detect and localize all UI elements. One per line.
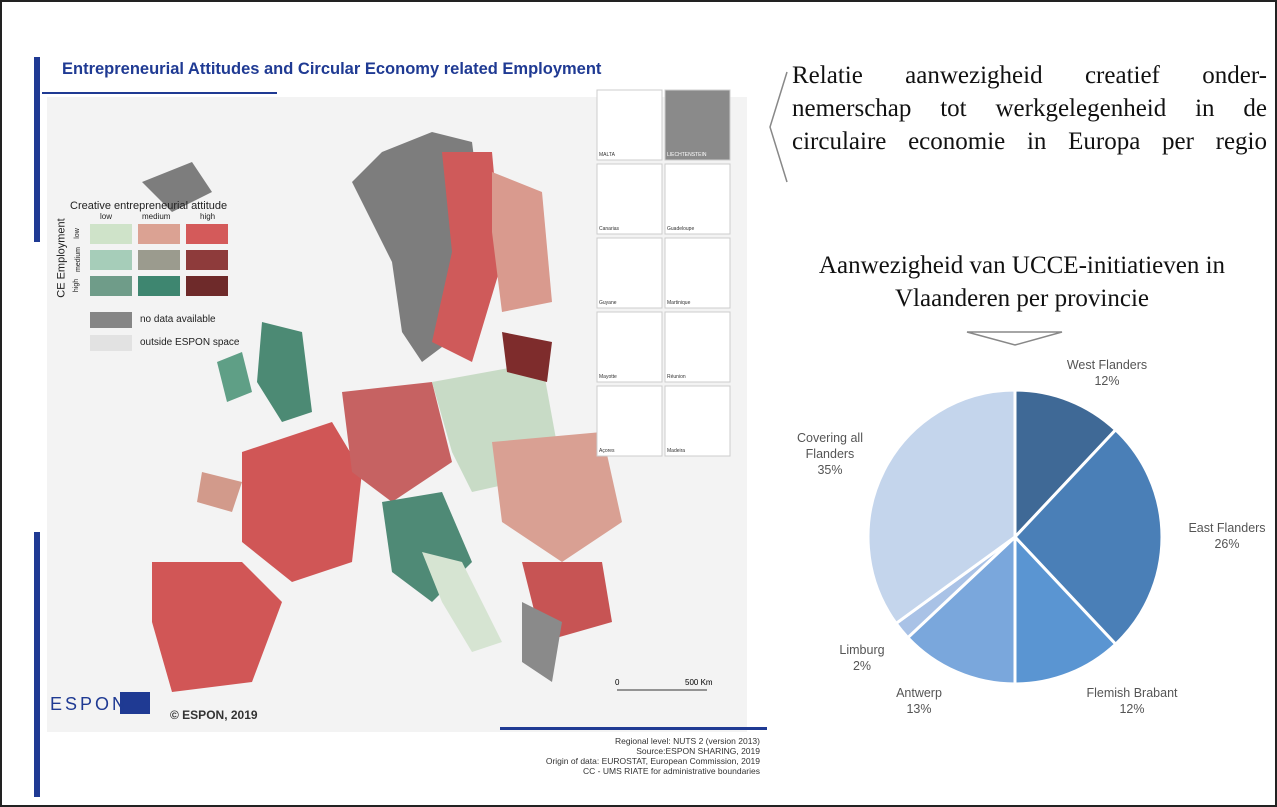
- category-label: Flemish Brabant: [1072, 685, 1192, 701]
- value-label: 12%: [1047, 373, 1167, 389]
- legend-row: low: [74, 228, 81, 239]
- value-label: 12%: [1072, 701, 1192, 717]
- credit-line: CC - UMS RIATE for administrative bounda…: [546, 766, 760, 776]
- inset-label: Réunion: [667, 374, 686, 380]
- legend-title: Creative entrepreneurial attitude: [70, 200, 227, 212]
- credits: Regional level: NUTS 2 (version 2013) So…: [546, 736, 760, 776]
- legend-item: no data available: [140, 314, 216, 325]
- pie-title: Vlaanderen per provincie: [777, 285, 1267, 313]
- scale-label: 500 Km: [685, 678, 713, 687]
- caption-line: circulaire economie in Europa per regio: [792, 128, 1267, 156]
- copyright: © ESPON, 2019: [170, 708, 258, 722]
- credit-line: Origin of data: EUROSTAT, European Commi…: [546, 756, 760, 766]
- inset-label: Guyane: [599, 300, 617, 306]
- category-label: Covering all Flanders: [790, 430, 870, 462]
- value-label: 26%: [1167, 536, 1277, 552]
- credit-line: Source:ESPON SHARING, 2019: [546, 746, 760, 756]
- caption-line: Relatie aanwezigheid creatief onder-: [792, 62, 1267, 90]
- legend-col: low: [100, 212, 112, 221]
- legend-axis-title: CE Employment: [56, 218, 68, 297]
- inset-label: Martinique: [667, 300, 690, 306]
- legend-row: medium: [75, 247, 82, 272]
- inset-label: LIECHTENSTEIN: [667, 152, 706, 158]
- page: Entrepreneurial Attitudes and Circular E…: [0, 0, 1277, 807]
- value-label: 2%: [802, 658, 922, 674]
- legend-col: medium: [142, 212, 170, 221]
- map-title: Entrepreneurial Attitudes and Circular E…: [62, 60, 601, 79]
- legend-row: high: [73, 279, 80, 292]
- category-label: Limburg: [802, 642, 922, 658]
- value-label: 35%: [770, 462, 890, 478]
- category-label: West Flanders: [1047, 357, 1167, 373]
- pie: [868, 390, 1162, 684]
- inset-label: Açores: [599, 448, 615, 454]
- inset-label: Madeira: [667, 448, 685, 454]
- category-label: Antwerp: [859, 685, 979, 701]
- caption-line: nemerschap tot werkgelegenheid in de: [792, 95, 1267, 123]
- inset-label: Canarias: [599, 226, 619, 232]
- inset-label: Mayotte: [599, 374, 617, 380]
- category-label: East Flanders: [1167, 520, 1277, 536]
- scale-label: 0: [615, 678, 619, 687]
- legend-item: outside ESPON space: [140, 337, 240, 348]
- credit-line: Regional level: NUTS 2 (version 2013): [546, 736, 760, 746]
- legend-col: high: [200, 212, 215, 221]
- inset-label: MALTA: [599, 152, 615, 158]
- pie-title: Aanwezigheid van UCCE-initiatieven in: [777, 252, 1267, 280]
- logo: ESPON: [50, 694, 128, 715]
- value-label: 13%: [859, 701, 979, 717]
- inset-label: Guadeloupe: [667, 226, 694, 232]
